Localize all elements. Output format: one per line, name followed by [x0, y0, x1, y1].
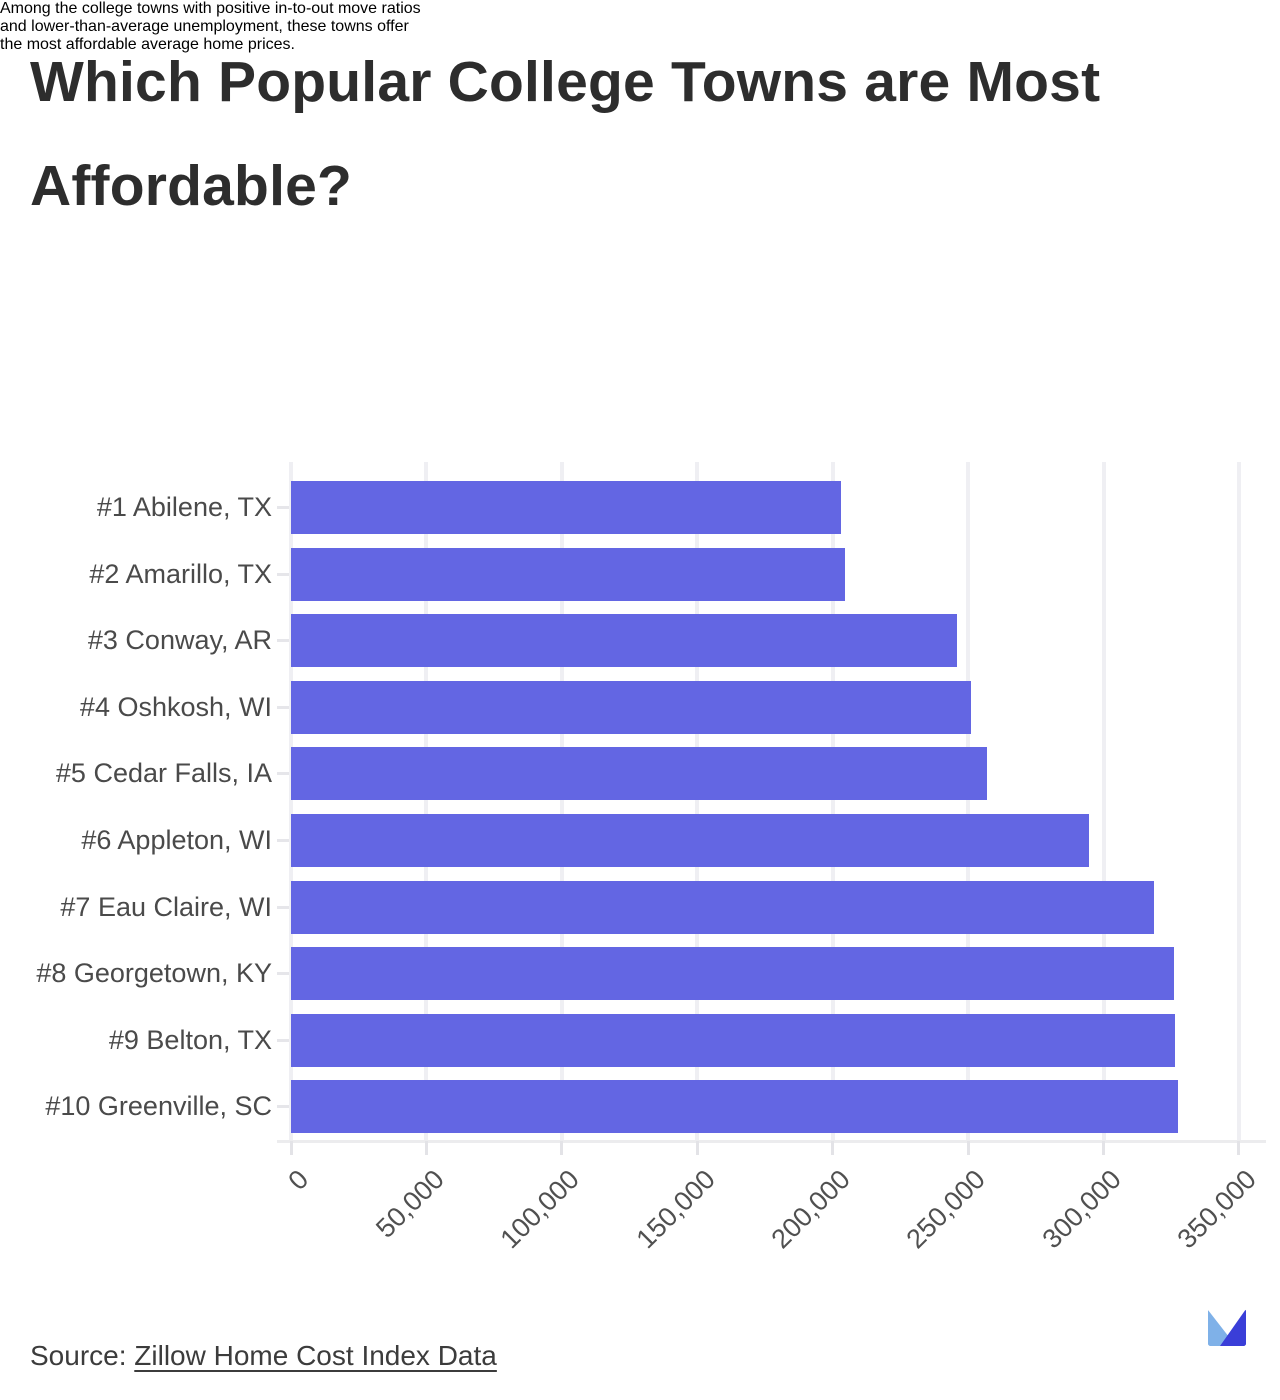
x-tick-label: 350,000 — [1171, 1164, 1263, 1255]
bar — [291, 614, 958, 668]
y-axis-tick — [277, 1105, 289, 1109]
y-axis-label: #7 Eau Claire, WI — [60, 891, 272, 922]
bar — [291, 481, 841, 534]
bar — [291, 747, 988, 801]
gridline — [695, 462, 700, 1141]
x-tick-label: 50,000 — [370, 1164, 450, 1244]
gridline — [830, 462, 835, 1141]
x-tick-label: 250,000 — [901, 1164, 992, 1255]
subtitle-line3: the most affordable average home prices. — [0, 36, 295, 53]
y-axis-tick — [277, 972, 289, 976]
bar — [291, 680, 971, 734]
x-axis-tick — [695, 1141, 699, 1155]
y-axis-tick — [277, 905, 289, 909]
x-axis-tick — [831, 1141, 835, 1155]
bar-chart-row: #5 Cedar Falls, IA — [0, 740, 1266, 807]
y-axis-label: #4 Oshkosh, WI — [79, 691, 272, 722]
gridline — [1101, 462, 1106, 1141]
x-tick-label: 150,000 — [630, 1164, 721, 1255]
bar — [291, 1080, 1178, 1134]
bar — [291, 947, 1174, 1001]
y-axis-label: #2 Amarillo, TX — [89, 558, 272, 589]
y-axis-tick — [277, 506, 289, 509]
source-line: Source: Zillow Home Cost Index Data — [30, 1340, 497, 1372]
page-title: Which Popular College Towns are Most Aff… — [30, 30, 1100, 238]
bar-chart-row: #4 Oshkosh, WI — [0, 674, 1266, 741]
bar — [291, 1013, 1176, 1067]
bar-chart: #1 Abilene, TX #2 Amarillo, TX #3 Conway, … — [0, 460, 1280, 1280]
bar-chart-row: #10 Greenville, SC — [0, 1073, 1266, 1140]
bar-chart-row: #6 Appleton, WI — [0, 807, 1266, 874]
y-axis-label: #10 Greenville, SC — [45, 1091, 272, 1122]
bar-chart-row: #2 Amarillo, TX — [0, 541, 1266, 608]
gridline — [424, 462, 429, 1141]
y-axis-tick — [277, 772, 289, 776]
bar — [291, 814, 1089, 867]
x-axis-tick — [1237, 1141, 1241, 1155]
gridline — [289, 462, 293, 1141]
y-axis-label: #1 Abilene, TX — [96, 492, 272, 522]
y-axis-label: #5 Cedar Falls, IA — [55, 758, 272, 789]
x-axis-line — [277, 1140, 1266, 1143]
x-tick-label: 300,000 — [1036, 1164, 1127, 1255]
source-link[interactable]: Zillow Home Cost Index Data — [134, 1340, 497, 1371]
y-axis-label: #9 Belton, TX — [108, 1024, 272, 1055]
page-title-line2: Affordable? — [30, 154, 353, 218]
bar-chart-row: #1 Abilene, TX — [0, 474, 1266, 541]
subtitle-line1: Among the college towns with positive in… — [0, 0, 421, 17]
x-axis-tick — [1102, 1141, 1105, 1155]
gridline — [966, 462, 971, 1141]
y-axis-tick — [277, 705, 289, 709]
bar-chart-row: #9 Belton, TX — [0, 1007, 1266, 1074]
x-tick-label: 200,000 — [765, 1164, 856, 1255]
page-title-line1: Which Popular College Towns are Most — [30, 50, 1101, 114]
y-axis-tick — [277, 639, 289, 643]
bar-chart-row: #3 Conway, AR — [0, 607, 1266, 674]
x-axis-tick — [966, 1141, 970, 1155]
y-axis-tick — [277, 1038, 289, 1042]
bar-chart-row: #7 Eau Claire, WI — [0, 874, 1266, 941]
bar — [291, 880, 1154, 934]
gridline — [559, 462, 564, 1141]
x-axis-tick — [424, 1141, 428, 1155]
move-logo-icon — [1208, 1309, 1246, 1346]
bar-chart-row: #8 Georgetown, KY — [0, 940, 1266, 1007]
gridline — [1236, 462, 1241, 1141]
y-axis-label: #8 Georgetown, KY — [36, 958, 272, 989]
y-axis-tick — [277, 839, 289, 842]
x-tick-label: 0 — [282, 1164, 315, 1196]
subtitle-line2: and lower-than-average unemployment, the… — [0, 18, 409, 35]
y-axis-tick — [277, 572, 289, 576]
y-axis-label: #3 Conway, AR — [87, 625, 272, 656]
x-axis-tick — [289, 1141, 293, 1155]
x-tick-label: 100,000 — [494, 1164, 586, 1255]
y-axis-label: #6 Appleton, WI — [81, 825, 272, 855]
x-axis-tick — [560, 1141, 564, 1155]
source-prefix: Source: — [30, 1340, 135, 1371]
bar — [291, 547, 845, 601]
